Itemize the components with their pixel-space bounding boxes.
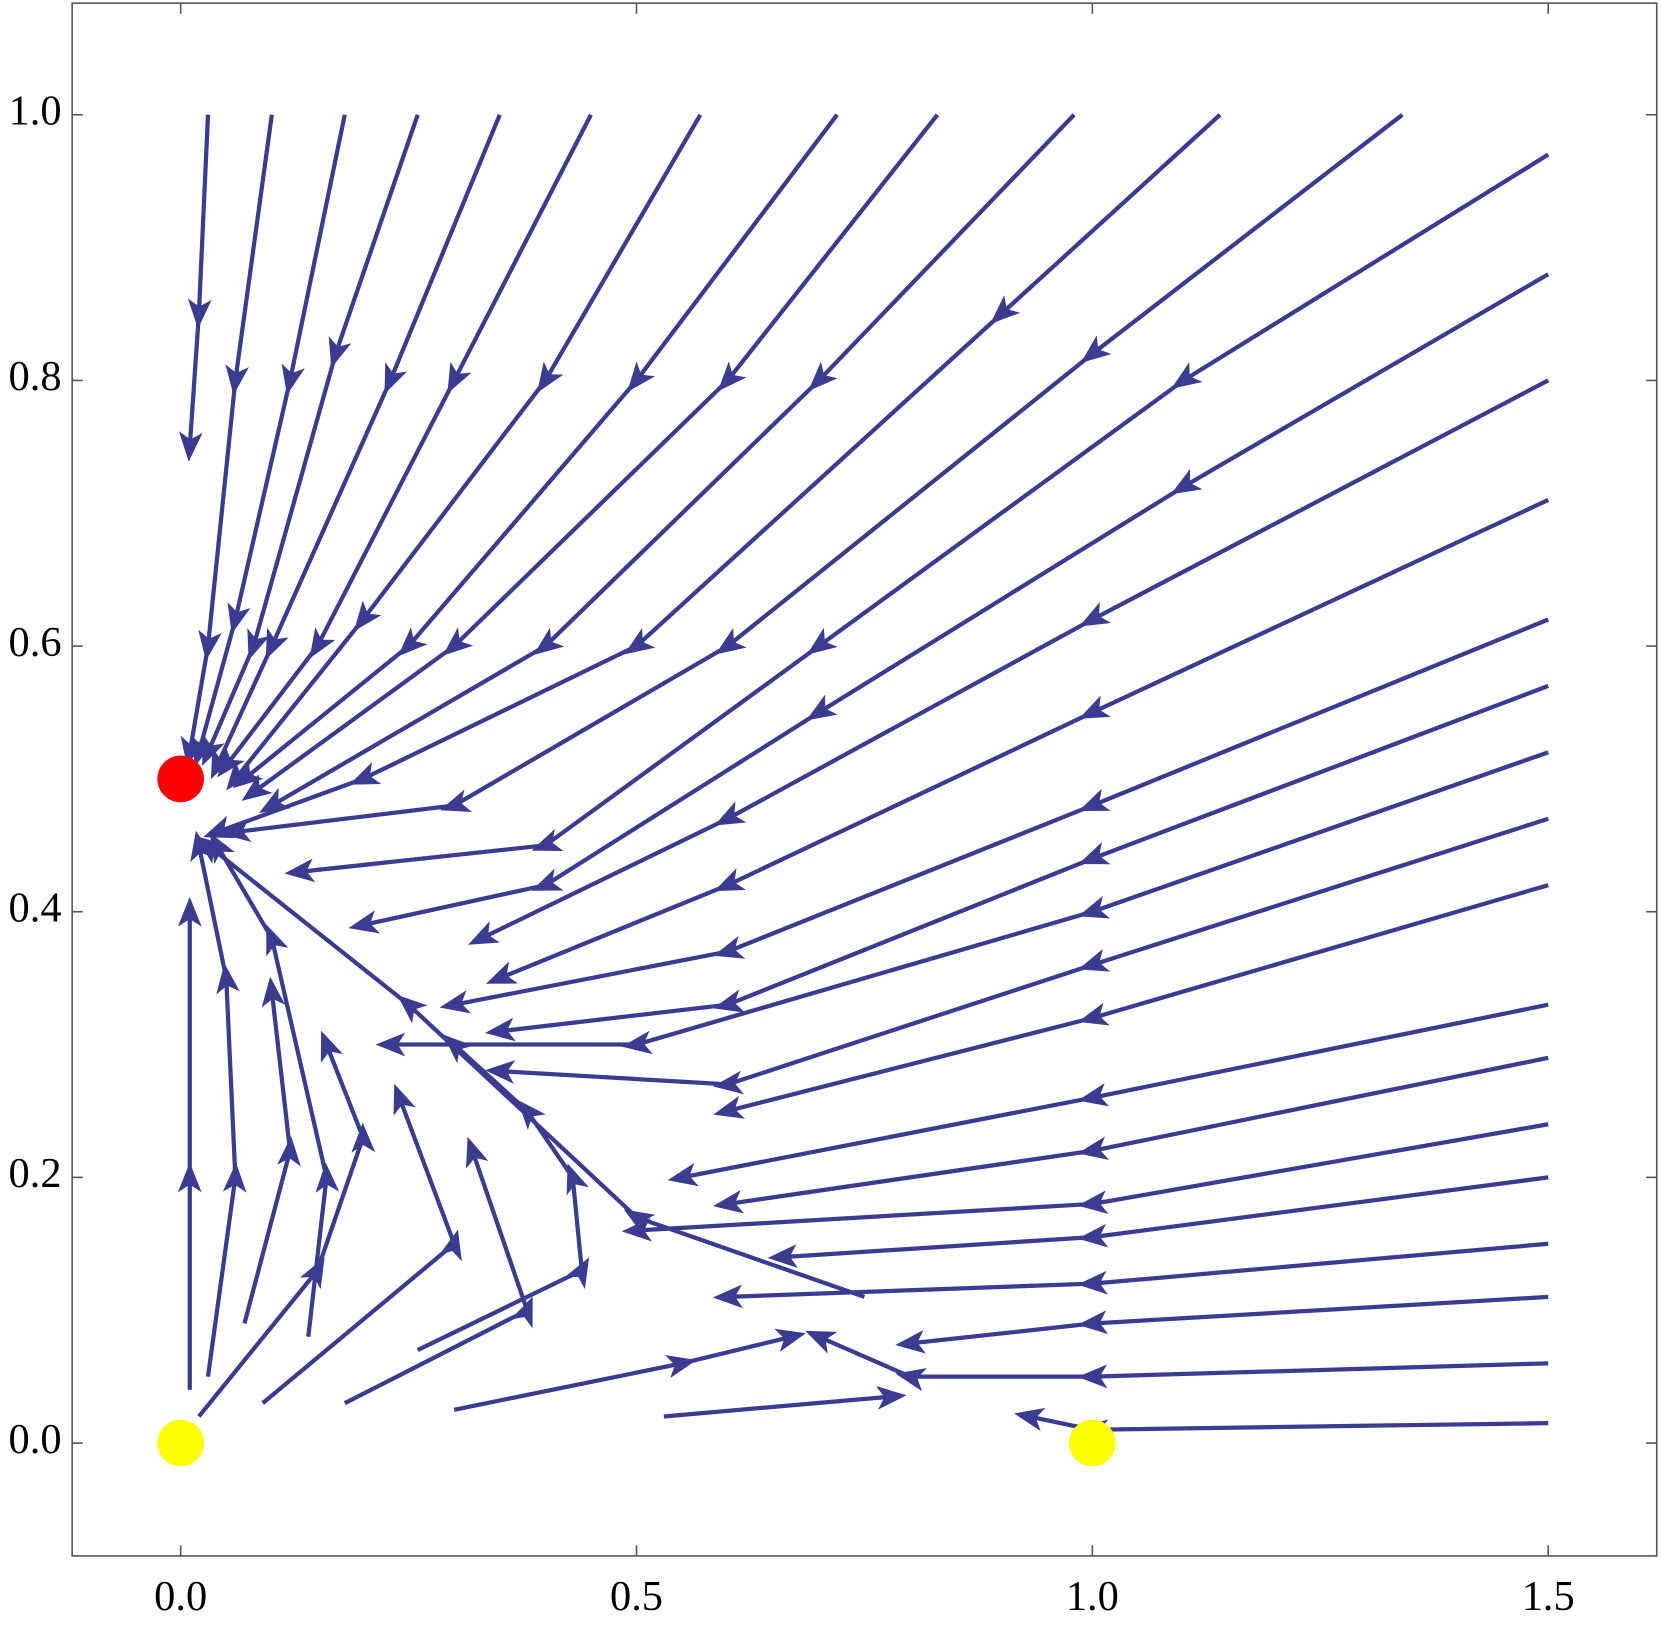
y-tick-label: 0.6 <box>9 619 62 666</box>
y-tick-label: 1.0 <box>9 87 62 134</box>
streamline <box>453 1328 806 1412</box>
y-tick-label: 0.8 <box>9 353 62 400</box>
streamline <box>767 1175 1549 1268</box>
streamline <box>178 114 212 462</box>
streamline <box>202 114 420 766</box>
fixed-point <box>157 755 204 803</box>
streamline <box>663 1386 907 1419</box>
y-tick-label: 0.4 <box>9 884 62 931</box>
streamline <box>416 1034 590 1352</box>
fixed-point <box>157 1419 204 1467</box>
streamline <box>348 272 1550 934</box>
streamline <box>190 830 247 1377</box>
streamline <box>191 114 347 767</box>
streamline <box>197 1030 376 1418</box>
streamline <box>242 976 301 1325</box>
streamline <box>486 498 1550 984</box>
streamline <box>485 683 1549 1042</box>
x-tick-label: 0.0 <box>154 1573 207 1620</box>
streamline <box>895 1294 1549 1354</box>
streamline <box>805 1330 1549 1392</box>
streamline <box>209 832 340 1338</box>
streamline <box>621 1122 1549 1242</box>
fixed-point <box>1069 1419 1116 1467</box>
plot-frame <box>71 2 1658 1557</box>
streamline <box>261 1083 462 1405</box>
streamline <box>226 113 703 791</box>
streamline <box>713 883 1549 1119</box>
streamline <box>258 113 1076 813</box>
streamline <box>712 1055 1549 1214</box>
x-tick-label: 0.5 <box>610 1573 663 1620</box>
streamline <box>217 113 593 778</box>
y-tick-label: 0.0 <box>9 1416 62 1463</box>
streamline <box>484 816 1549 1095</box>
y-tick-label: 0.2 <box>9 1150 62 1197</box>
streamline <box>439 617 1550 1014</box>
streamline <box>343 1136 533 1406</box>
x-tick-label: 1.5 <box>1522 1573 1575 1620</box>
x-tick-label: 1.0 <box>1066 1573 1119 1620</box>
streamline <box>284 152 1550 883</box>
